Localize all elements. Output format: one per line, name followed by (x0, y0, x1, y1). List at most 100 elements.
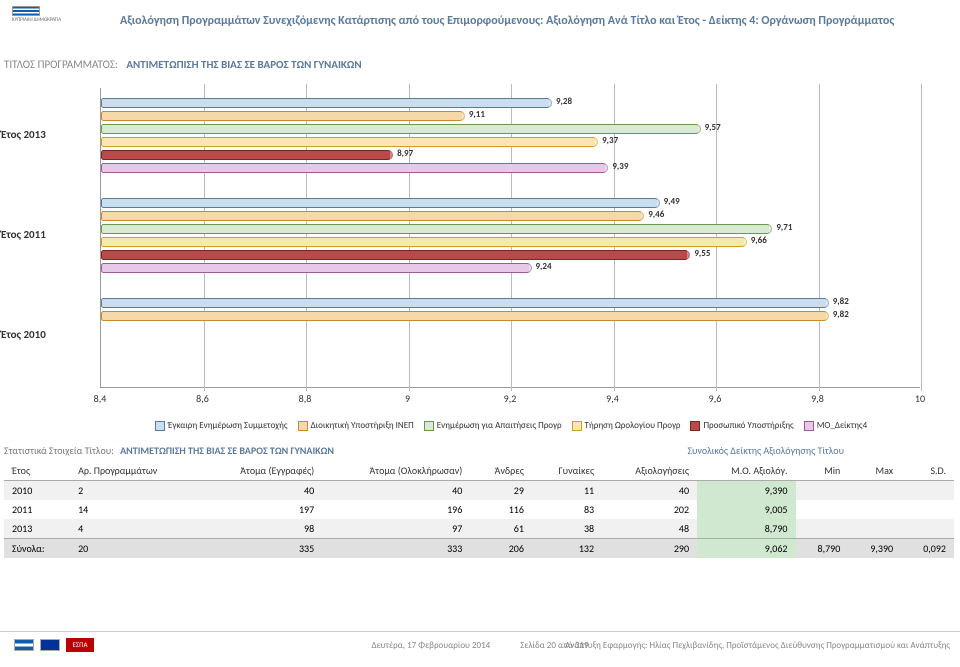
bar-value-label: 9,46 (648, 209, 664, 220)
table-cell (848, 481, 901, 501)
x-tick-label: 8,4 (94, 392, 107, 405)
table-cell: 61 (470, 519, 532, 539)
table-cell: 206 (470, 539, 532, 559)
table-header: S.D. (901, 461, 954, 481)
table-row: 2013498976138488,790 (4, 519, 954, 539)
table-cell: 40 (200, 481, 322, 501)
bar-value-label: 9,28 (556, 96, 572, 107)
bar-fill (101, 163, 608, 173)
footer: ΕΣΠΑ Δευτέρα, 17 Φεβρουαρίου 2014 Σελίδα… (0, 631, 960, 661)
table-header: Γυναίκες (532, 461, 602, 481)
x-tick-label: 10 (915, 392, 925, 405)
table-cell: 202 (602, 500, 697, 519)
bar-value-label: 9,37 (602, 135, 618, 146)
bar-fill (101, 124, 701, 134)
bar-value-label: 9,71 (776, 222, 792, 233)
table-cell: 333 (322, 539, 470, 559)
table-cell: 2010 (4, 481, 70, 501)
espa-logo: ΕΣΠΑ (66, 638, 94, 652)
bar-value-label: 8,97 (397, 148, 413, 159)
eu-flag-icon (40, 639, 60, 651)
table-cell: 9,005 (697, 500, 795, 519)
table-header: Min (796, 461, 849, 481)
table-header: Αρ. Προγραμμάτων (70, 461, 200, 481)
table-header: Max (848, 461, 901, 481)
legend-label: Προσωπικό Υποστήριξης (703, 420, 793, 431)
table-cell: 4 (70, 519, 200, 539)
table-cell: 9,390 (848, 539, 901, 559)
legend-item: Προσωπικό Υποστήριξης (690, 420, 793, 431)
table-cell: 132 (532, 539, 602, 559)
chart-legend: Έγκαιρη Ενημέρωση Συμμετοχής Διοικητική Υ… (155, 420, 867, 431)
table-cell: 8,790 (796, 539, 849, 559)
table-cell (901, 500, 954, 519)
bar-fill (101, 111, 465, 121)
table-cell: 38 (532, 519, 602, 539)
table-cell: 8,790 (697, 519, 795, 539)
table-cell: 20 (70, 539, 200, 559)
footer-date: Δευτέρα, 17 Φεβρουαρίου 2014 (371, 640, 490, 651)
program-title-value: ΑΝΤΙΜΕΤΩΠΙΣΗ ΤΗΣ ΒΙΑΣ ΣΕ ΒΑΡΟΣ ΤΩΝ ΓΥΝΑΙ… (126, 58, 361, 71)
table-cell: 40 (602, 481, 697, 501)
stats-table: ΈτοςΑρ. ΠρογραμμάτωνΆτομα (Εγγραφές)Άτομ… (4, 461, 954, 558)
table-cell: 14 (70, 500, 200, 519)
table-cell: 2 (70, 481, 200, 501)
table-cell: 116 (470, 500, 532, 519)
table-cell (848, 519, 901, 539)
table-cell (848, 500, 901, 519)
legend-item: Ενημέρωση για Απαιτήσεις Προγρ (424, 420, 562, 431)
legend-swatch (572, 421, 582, 431)
bar-value-label: 9,82 (833, 296, 849, 307)
bar-value-label: 9,55 (694, 248, 710, 259)
bar-fill (101, 298, 829, 308)
table-cell: 98 (200, 519, 322, 539)
table-header: Άνδρες (470, 461, 532, 481)
table-cell: Σύνολα: (4, 539, 70, 559)
bar-value-label: 9,57 (705, 122, 721, 133)
legend-label: Ενημέρωση για Απαιτήσεις Προγρ (437, 420, 562, 431)
x-tick-label: 9,2 (504, 392, 517, 405)
legend-label: Έγκαιρη Ενημέρωση Συμμετοχής (168, 420, 288, 431)
bar-fill (101, 198, 660, 208)
bar-value-label: 9,39 (612, 161, 628, 172)
table-cell: 197 (200, 500, 322, 519)
table-cell (796, 500, 849, 519)
program-title-row: ΤΙΤΛΟΣ ΠΡΟΓΡΑΜΜΑΤΟΣ: ΑΝΤΙΜΕΤΩΠΙΣΗ ΤΗΣ ΒΙ… (4, 58, 362, 71)
stats-title-label: Στατιστικά Στοιχεία Τίτλου: (4, 444, 114, 457)
flag-icon (12, 6, 40, 16)
table-header: Αξιολογήσεις (602, 461, 697, 481)
chart-plot: Έτος 20139,289,119,579,378,979,39Έτος 20… (100, 88, 920, 388)
table-cell: 83 (532, 500, 602, 519)
table-header: Άτομα (Ολοκλήρωσαν) (322, 461, 470, 481)
table-cell (901, 481, 954, 501)
table-cell: 335 (200, 539, 322, 559)
bar-fill (101, 263, 532, 273)
bar-fill (101, 237, 747, 247)
legend-swatch (690, 421, 700, 431)
stats-title: Στατιστικά Στοιχεία Τίτλου: ΑΝΤΙΜΕΤΩΠΙΣΗ… (4, 444, 334, 457)
legend-item: Διοικητική Υποστήριξη ΙΝΕΠ (298, 420, 414, 431)
x-tick-label: 9,6 (709, 392, 722, 405)
stats-table-area: Στατιστικά Στοιχεία Τίτλου: ΑΝΤΙΜΕΤΩΠΙΣΗ… (4, 444, 954, 558)
program-title-label: ΤΙΤΛΟΣ ΠΡΟΓΡΑΜΜΑΤΟΣ: (4, 58, 118, 71)
legend-swatch (424, 421, 434, 431)
legend-item: ΜΟ_Δείκτης4 (804, 420, 867, 431)
bar-value-label: 9,11 (469, 109, 485, 120)
table-row: 2010240402911409,390 (4, 481, 954, 501)
legend-swatch (298, 421, 308, 431)
table-cell: 9,062 (697, 539, 795, 559)
stats-title-value: ΑΝΤΙΜΕΤΩΠΙΣΗ ΤΗΣ ΒΙΑΣ ΣΕ ΒΑΡΟΣ ΤΩΝ ΓΥΝΑΙ… (120, 444, 334, 457)
table-cell: 97 (322, 519, 470, 539)
greece-flag-icon (14, 639, 34, 651)
bar-fill (101, 250, 690, 260)
x-tick-label: 9 (405, 392, 410, 405)
table-cell (796, 481, 849, 501)
table-cell: 11 (532, 481, 602, 501)
y-category-label: Έτος 2010 (1, 328, 97, 341)
bar-fill (101, 224, 772, 234)
bar-value-label: 9,66 (751, 235, 767, 246)
legend-label: Διοικητική Υποστήριξη ΙΝΕΠ (311, 420, 414, 431)
legend-item: Έγκαιρη Ενημέρωση Συμμετοχής (155, 420, 288, 431)
legend-item: Τήρηση Ωρολογίου Προγρ (572, 420, 681, 431)
table-cell: 48 (602, 519, 697, 539)
